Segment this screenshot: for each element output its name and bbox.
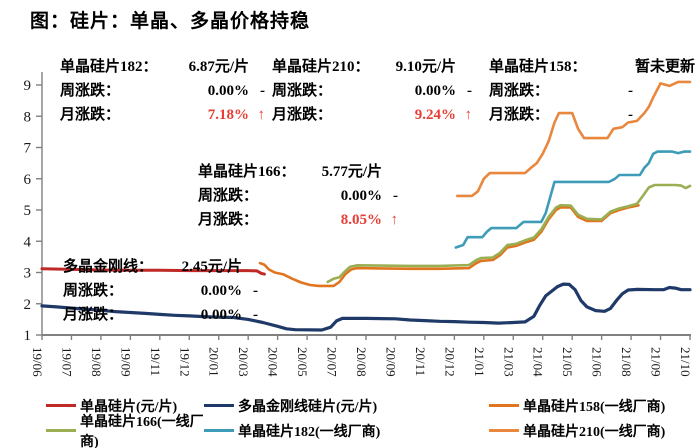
trend-mark: - [467, 83, 472, 99]
annotation-value: 9.24% [414, 107, 456, 123]
annotation-value: 0.00% [200, 307, 242, 323]
annotation-label: 单晶硅片166： [198, 164, 296, 180]
legend-label: 单晶硅片166(一线厂商) [80, 414, 204, 448]
legend-item: 单晶硅片158(一线厂商) [489, 396, 699, 416]
annotation-label: 单晶硅片210： [272, 59, 370, 75]
annotation-wafer-158: 单晶硅片158： 暂未更新 周涨跌： - 月涨跌： - [489, 55, 695, 127]
svg-text:7: 7 [24, 141, 32, 157]
svg-text:21/09: 21/09 [649, 347, 664, 377]
trend-mark: - [260, 83, 265, 99]
annotation-label: 周涨跌： [198, 188, 259, 204]
legend-label: 单晶硅片158(一线厂商) [523, 399, 666, 415]
svg-text:21/05: 21/05 [560, 347, 575, 377]
annotation-wafer-182: 单晶硅片182： 6.87元/片 周涨跌： 0.00% - 月涨跌： 7.18% ↑ [60, 55, 265, 127]
annotation-value: 5.77元/片 [321, 164, 382, 180]
annotation-value: 0.00% [414, 83, 456, 99]
annotation-label: 多晶金刚线： [63, 259, 154, 275]
svg-text:21/06: 21/06 [590, 347, 605, 377]
annotation-value: 暂未更新 [634, 59, 695, 75]
svg-text:21/04: 21/04 [531, 347, 546, 377]
svg-text:19/11: 19/11 [148, 347, 163, 376]
trend-mark: - [393, 188, 398, 204]
legend-item: 单晶硅片210(一线厂商) [489, 421, 699, 441]
annotation-label: 月涨跌： [489, 107, 550, 123]
legend-label: 多晶金刚线硅片(元/片) [238, 399, 378, 415]
annotation-value: 7.18% [207, 107, 249, 123]
svg-text:6: 6 [24, 172, 32, 188]
annotation-label: 月涨跌： [198, 212, 259, 228]
legend-swatch-navy [204, 404, 234, 407]
svg-text:8: 8 [24, 109, 32, 125]
annotation-value: 0.00% [340, 188, 382, 204]
legend-label: 单晶硅片210(一线厂商) [523, 424, 666, 440]
up-arrow-icon: ↑ [464, 107, 473, 123]
svg-text:21/03: 21/03 [501, 347, 516, 377]
legend-item: 单晶硅片166(一线厂商) [46, 411, 204, 448]
svg-text:19/12: 19/12 [177, 347, 192, 377]
svg-text:20/09: 20/09 [383, 347, 398, 377]
annotation-wafer-210: 单晶硅片210： 9.10元/片 周涨跌： 0.00% - 月涨跌： 9.24% ↑ [272, 55, 472, 127]
annotation-label: 月涨跌： [60, 107, 121, 123]
svg-text:19/06: 19/06 [30, 347, 45, 377]
legend-swatch-red [46, 404, 76, 407]
annotation-value: 9.10元/片 [395, 59, 456, 75]
annotation-value: 0.00% [200, 283, 242, 299]
svg-text:2: 2 [24, 297, 32, 313]
annotation-value: 2.45元/片 [181, 259, 242, 275]
annotation-label: 周涨跌： [272, 83, 333, 99]
svg-text:9: 9 [24, 78, 32, 94]
legend-swatch-green [46, 429, 76, 432]
chart-legend: 单晶硅片(元/片) 多晶金刚线硅片(元/片) 单晶硅片158(一线厂商) 单晶硅… [0, 393, 700, 448]
svg-text:20/07: 20/07 [325, 347, 340, 377]
annotation-label: 周涨跌： [63, 283, 124, 299]
annotation-poly-wafer: 多晶金刚线： 2.45元/片 周涨跌： 0.00% - 月涨跌： 0.00% - [63, 255, 258, 327]
svg-text:5: 5 [24, 203, 32, 219]
svg-text:20/03: 20/03 [236, 347, 251, 377]
svg-text:20/05: 20/05 [295, 347, 310, 377]
annotation-label: 月涨跌： [63, 307, 124, 323]
svg-text:1: 1 [24, 328, 32, 344]
svg-text:21/08: 21/08 [619, 347, 634, 377]
svg-text:20/04: 20/04 [266, 347, 281, 377]
svg-text:20/12: 20/12 [442, 347, 457, 377]
trend-mark: - [253, 283, 258, 299]
svg-text:20/08: 20/08 [354, 347, 369, 377]
up-arrow-icon: ↑ [390, 212, 399, 228]
annotation-value: 0.00% [207, 83, 249, 99]
svg-text:19/08: 19/08 [89, 347, 104, 377]
annotation-value: 6.87元/片 [188, 59, 249, 75]
annotation-label: 单晶硅片158： [489, 59, 587, 75]
legend-item: 单晶硅片182(一线厂商) [204, 421, 489, 441]
annotation-label: 月涨跌： [272, 107, 333, 123]
legend-swatch-orange210 [489, 429, 519, 432]
annotation-label: 周涨跌： [489, 83, 550, 99]
annotation-value: - [628, 83, 633, 99]
annotation-wafer-166: 单晶硅片166： 5.77元/片 周涨跌： 0.00% - 月涨跌： 8.05% ↑ [198, 160, 398, 232]
up-arrow-icon: ↑ [257, 107, 266, 123]
svg-text:20/11: 20/11 [413, 347, 428, 376]
annotation-value: 8.05% [340, 212, 382, 228]
legend-item: 多晶金刚线硅片(元/片) [204, 396, 489, 416]
svg-text:3: 3 [24, 266, 32, 282]
svg-text:21/01: 21/01 [472, 347, 487, 377]
annotation-label: 周涨跌： [60, 83, 121, 99]
svg-text:19/09: 19/09 [118, 347, 133, 377]
trend-mark: - [253, 307, 258, 323]
page-title: 图：硅片：单晶、多晶价格持稳 [30, 11, 311, 32]
svg-text:19/07: 19/07 [59, 347, 74, 377]
svg-text:20/01: 20/01 [207, 347, 222, 377]
svg-text:4: 4 [24, 234, 32, 250]
legend-item: 单晶硅片(元/片) [46, 396, 204, 416]
legend-label: 单晶硅片182(一线厂商) [238, 424, 381, 440]
legend-label: 单晶硅片(元/片) [80, 399, 178, 415]
svg-text:21/10: 21/10 [678, 347, 693, 377]
legend-swatch-teal [204, 429, 234, 432]
annotation-value: - [628, 107, 633, 123]
annotation-label: 单晶硅片182： [60, 59, 158, 75]
legend-swatch-orange158 [489, 404, 519, 407]
